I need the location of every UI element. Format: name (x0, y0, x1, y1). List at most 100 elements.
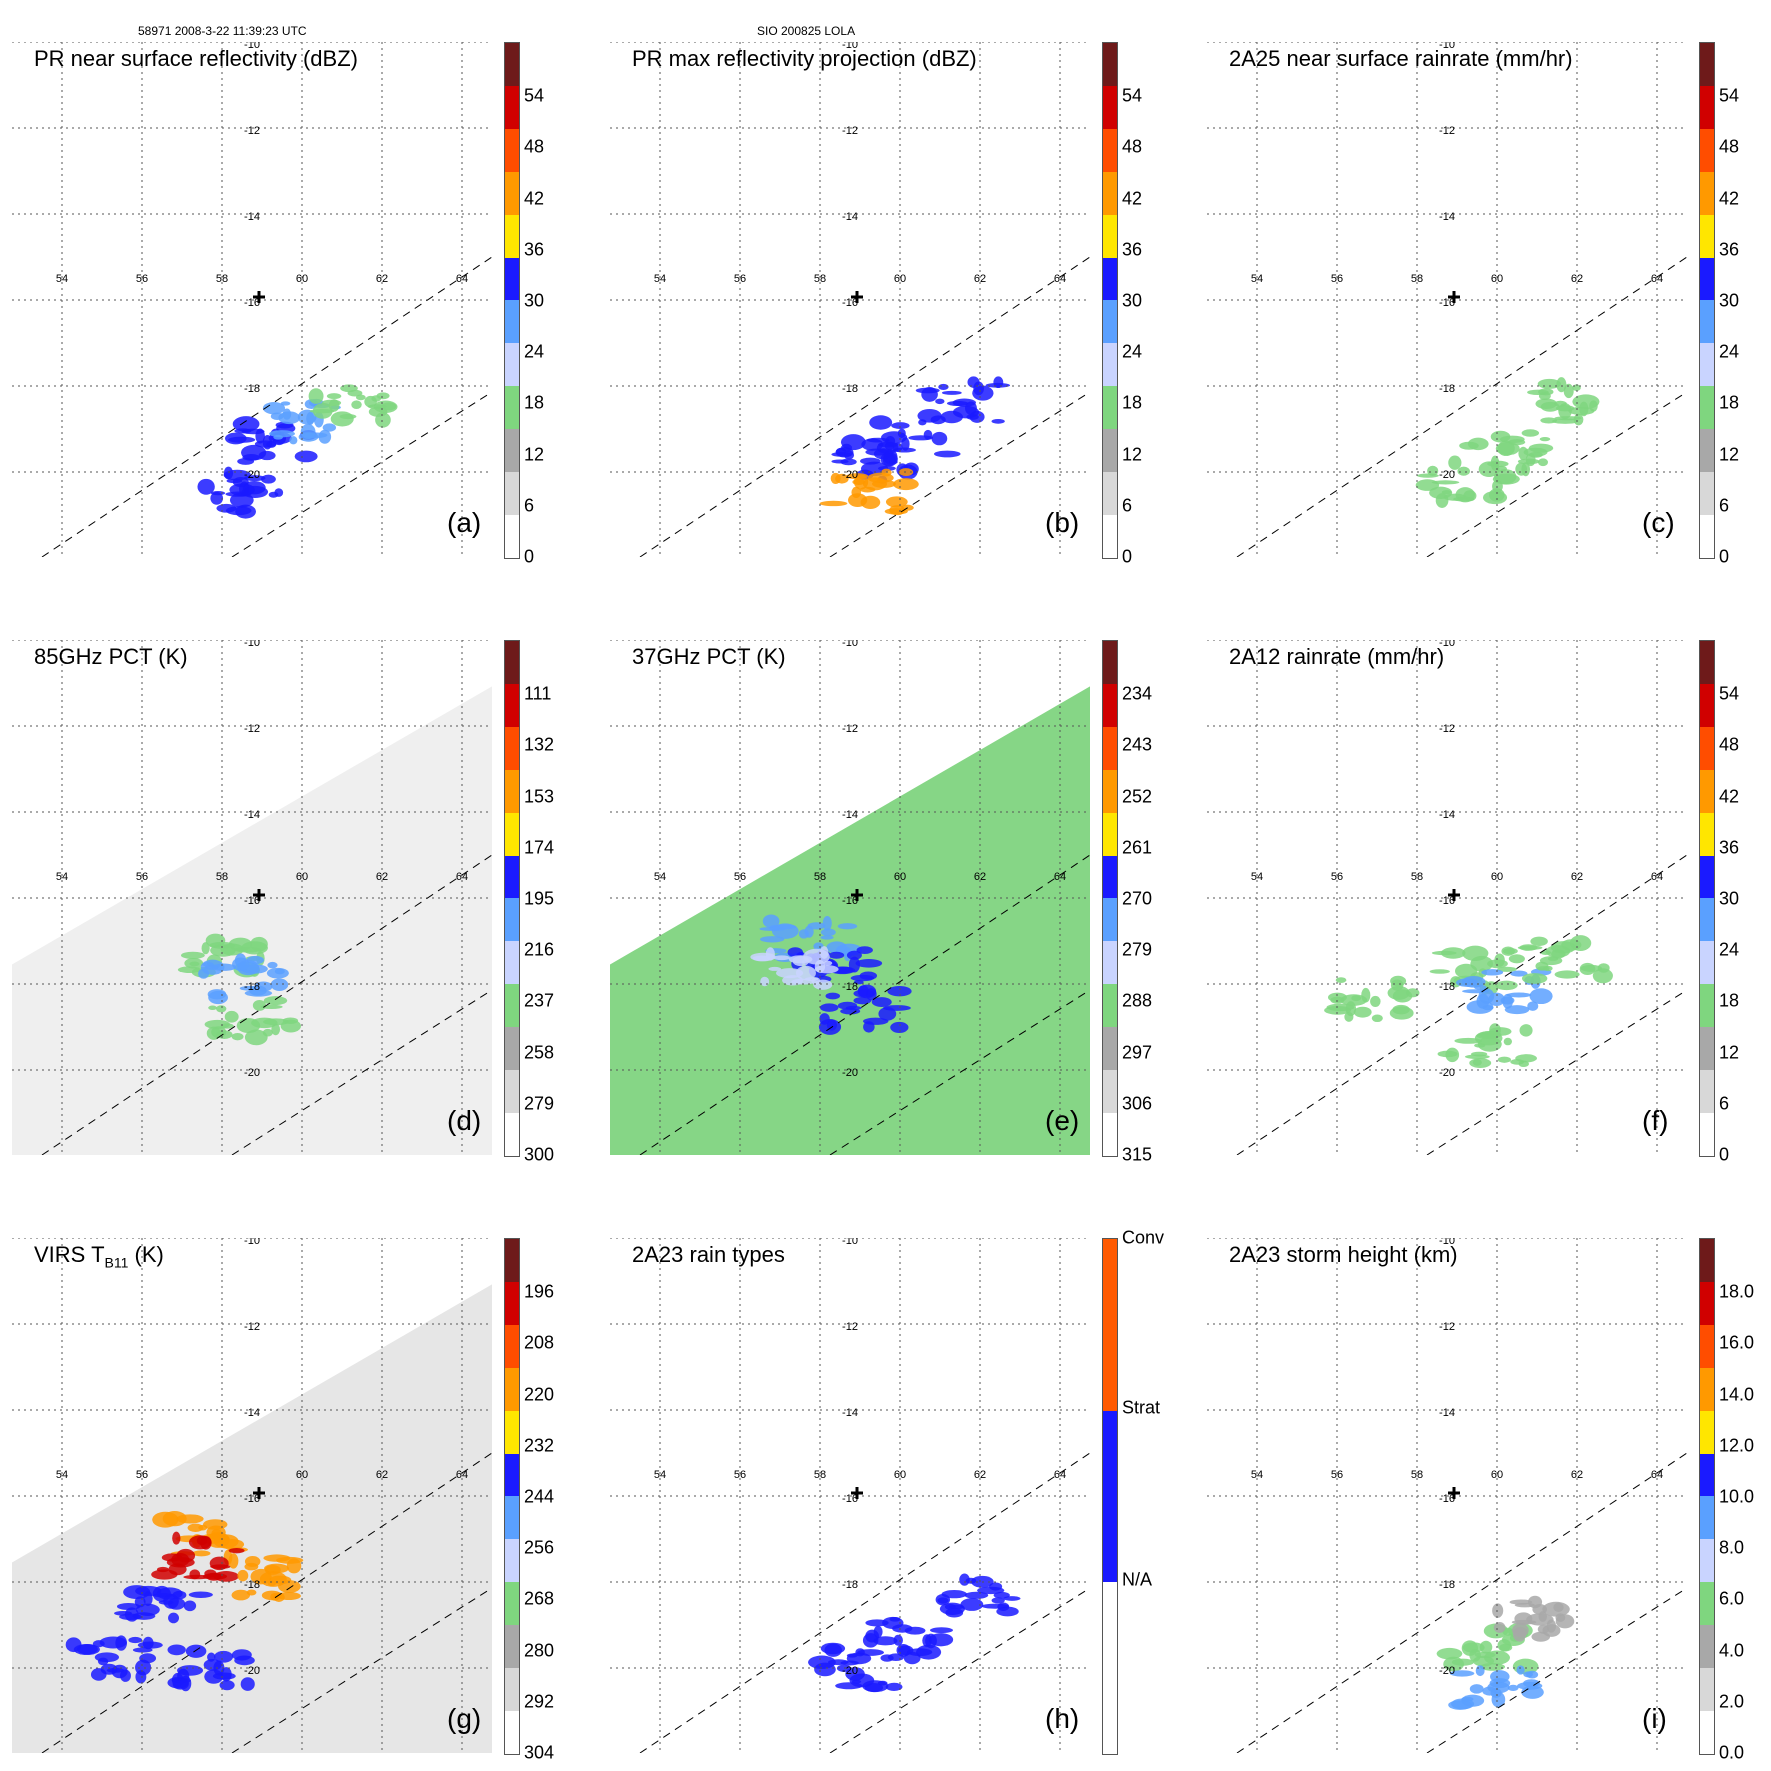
rain-cell (967, 376, 980, 388)
rain-cell (300, 423, 316, 440)
lon-label: 60 (1491, 1469, 1503, 1481)
rain-cell (985, 382, 1011, 388)
header-storm-info: SIO 200825 LOLA (757, 24, 856, 38)
colorbar-segment (505, 1539, 519, 1583)
colorbar-tick-label: 30 (1719, 290, 1740, 311)
colorbar-tick-label: 315 (1122, 1144, 1153, 1165)
rain-cell (232, 416, 260, 432)
rain-cell (889, 1616, 901, 1622)
rain-cell (1461, 976, 1486, 988)
rain-cell (185, 1644, 207, 1658)
lat-label: -20 (842, 469, 858, 481)
rain-cell (1540, 950, 1551, 955)
rain-cell (1580, 964, 1603, 972)
rain-cell (321, 399, 342, 407)
rain-cell (1457, 466, 1470, 476)
lat-label: -16 (244, 895, 260, 907)
rain-cell (931, 431, 948, 446)
rain-cell (959, 1573, 970, 1586)
colorbar-tick-label: 54 (1719, 683, 1740, 704)
lon-label: 56 (136, 871, 148, 883)
storm-center-icon (1448, 889, 1460, 901)
rain-cell (172, 1531, 181, 1545)
lon-label: 56 (734, 1469, 746, 1481)
colorbar-tick-label: 18 (1719, 392, 1740, 413)
rain-cell (887, 986, 912, 997)
rain-cell (183, 1600, 197, 1612)
lon-label: 64 (1651, 273, 1663, 285)
map-panel-a: 54 56 58 60 62 64 -10 -12 -14 -16 -18 -20 PR near su… (12, 42, 574, 567)
colorbar-segment (505, 1710, 519, 1754)
swath-edge (41, 256, 492, 557)
colorbar-segment (1700, 1625, 1714, 1669)
rain-cell (853, 996, 872, 1005)
rain-cell (267, 961, 278, 969)
rain-cell (867, 472, 894, 484)
rain-cell (322, 423, 337, 432)
rain-cell (235, 504, 256, 519)
rain-cell (168, 1563, 187, 1576)
lon-label: 64 (456, 871, 468, 883)
colorbar-segment (1700, 85, 1714, 129)
rain-cell (1503, 1037, 1512, 1046)
rain-cell (135, 1670, 147, 1684)
lon-label: 60 (894, 871, 906, 883)
map-plot: 54 56 58 60 62 64 -10 -12 -14 -16 -18 -20 (610, 1238, 1090, 1753)
lon-label: 56 (1331, 273, 1343, 285)
lon-label: 54 (1251, 871, 1263, 883)
rain-cell (1497, 1056, 1512, 1063)
colorbar-segment (1103, 898, 1117, 942)
rain-cell (1538, 458, 1548, 467)
colorbar-segment (505, 941, 519, 985)
rain-cell (204, 1019, 231, 1029)
colorbar-segment (1103, 514, 1117, 558)
lat-label: -16 (244, 297, 260, 309)
colorbar-tick-label: 0.0 (1719, 1742, 1745, 1763)
rain-cell (1416, 473, 1439, 478)
colorbar-segment (505, 1582, 519, 1626)
colorbar (1102, 42, 1118, 559)
lon-label: 54 (1251, 273, 1263, 285)
rain-cell (822, 916, 832, 931)
colorbar-tick-label: 300 (524, 1144, 555, 1165)
rain-cell (188, 1535, 212, 1550)
colorbar-tick-label: 42 (1719, 786, 1740, 806)
lat-label: -12 (244, 723, 260, 735)
colorbar-segment (1700, 472, 1714, 515)
rain-cell (276, 1591, 301, 1601)
rain-cell (312, 403, 333, 419)
rain-cell (1518, 446, 1529, 461)
rain-cell (1467, 437, 1489, 451)
rain-cell (139, 1653, 157, 1664)
rain-cell (885, 496, 908, 508)
storm-center-icon (253, 1487, 265, 1499)
swath-edge (1426, 391, 1687, 557)
colorbar-segment (505, 257, 519, 301)
colorbar-segment (505, 1496, 519, 1540)
colorbar-segment (1700, 984, 1714, 1028)
rain-cell (964, 1591, 989, 1599)
colorbar-tick-label: 30 (524, 290, 545, 311)
colorbar-segment (1700, 1496, 1714, 1540)
lat-label: -10 (244, 1238, 260, 1247)
colorbar-segment (1103, 941, 1117, 985)
colorbar-tick-label: 42 (524, 188, 545, 208)
colorbar-segment (1700, 769, 1714, 813)
swath-edge (231, 1587, 492, 1753)
rain-cell (855, 958, 883, 968)
rain-cell (846, 1653, 858, 1658)
colorbar-segment (1103, 1582, 1117, 1754)
rain-cell (210, 491, 224, 505)
colorbar-tick-label: 288 (1122, 990, 1153, 1011)
rain-cell (840, 458, 857, 466)
rain-cell (1538, 1611, 1547, 1622)
rain-cell (814, 960, 826, 973)
colorbar-segment (505, 898, 519, 942)
rain-cell (1517, 458, 1540, 465)
lat-label: -18 (1439, 383, 1455, 395)
rain-cell (1436, 1647, 1463, 1660)
lat-label: -18 (244, 1579, 260, 1591)
lon-label: 60 (894, 273, 906, 285)
rain-cell (820, 935, 834, 940)
rain-cell (251, 1017, 278, 1029)
